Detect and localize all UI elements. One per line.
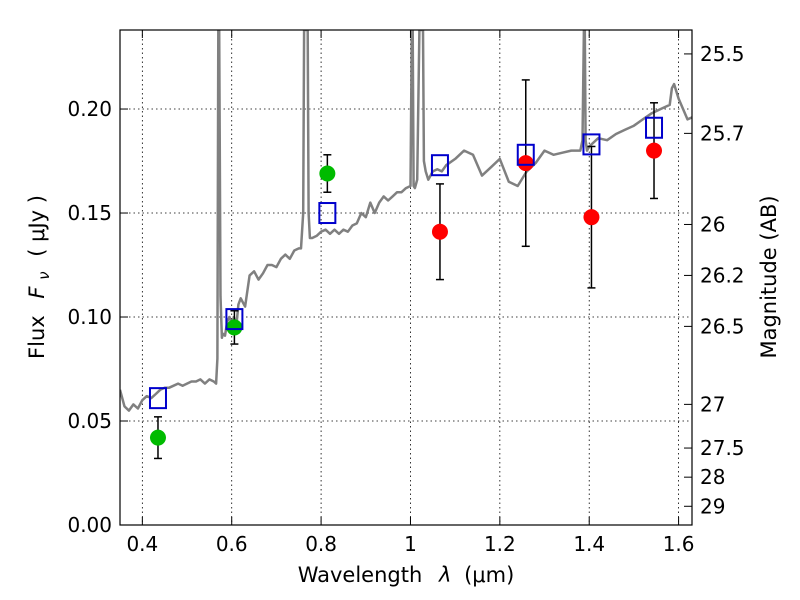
y-axis-label-text: Flux [25,315,49,359]
model-band-square [225,308,244,331]
right-tick-label: 29 [700,494,725,518]
y-axis-label-symbol: F [25,286,49,299]
x-tick-label: 0.4 [126,532,158,556]
right-tick-label: 25.7 [700,121,745,145]
model-band-square [318,202,337,225]
right-tick-label: 28 [700,465,725,489]
y-tick-label: 0.20 [67,97,112,121]
right-tick-label: 27.5 [700,436,745,460]
right-tick-label: 27 [700,392,725,416]
y-axis-label-sub: ν [35,271,53,279]
nir-photometry-point [517,155,534,172]
x-axis-label-text: Wavelength [298,563,423,587]
x-axis-label-unit: (μm) [464,563,514,587]
right-tick-label: 25.5 [700,42,745,66]
right-tick-label: 26.2 [700,263,745,287]
y-tick-label: 0.00 [67,513,112,537]
y-axis-label-unit: ( μJy ) [25,195,49,257]
model-band-square [148,387,167,410]
y-tick-label: 0.15 [67,201,112,225]
hst-photometry-point [319,165,336,182]
right-axis-label: Magnitude (AB) [757,195,781,358]
markers [148,116,664,446]
model-band-square [582,133,601,156]
x-tick-label: 0.8 [305,532,337,556]
x-axis-label: Wavelength λ (μm) [298,563,515,587]
spectrum-layer [120,30,692,412]
y-axis-label: Flux F ν ( μJy ) [25,195,54,359]
plot-background [120,30,692,525]
hst-photometry-point [226,319,243,336]
model-band-square [430,154,449,177]
x-tick-label: 1 [404,532,417,556]
x-axis-label-symbol: λ [438,563,451,587]
plot-frame [119,29,693,526]
right-tick-label: 26 [700,212,725,236]
spectrum-line [120,30,692,412]
right-tick-label: 26.5 [700,314,745,338]
nir-photometry-point [583,209,600,226]
x-tick-label: 1.6 [663,532,695,556]
model-band-square [645,116,664,139]
nir-photometry-point [646,142,663,159]
x-tick-label: 0.6 [216,532,248,556]
model-band-square [516,143,535,166]
y-tick-label: 0.10 [67,305,112,329]
axis-ticks: 0.4 0.6 0.8 1 1.2 1.4 1.6 0.00 0.05 0.10 0.15 0.20 2… [67,30,745,556]
nir-photometry-point [431,223,448,240]
y-tick-label: 0.05 [67,409,112,433]
x-tick-label: 1.2 [484,532,516,556]
x-tick-label: 1.4 [573,532,605,556]
hst-photometry-point [149,429,166,446]
